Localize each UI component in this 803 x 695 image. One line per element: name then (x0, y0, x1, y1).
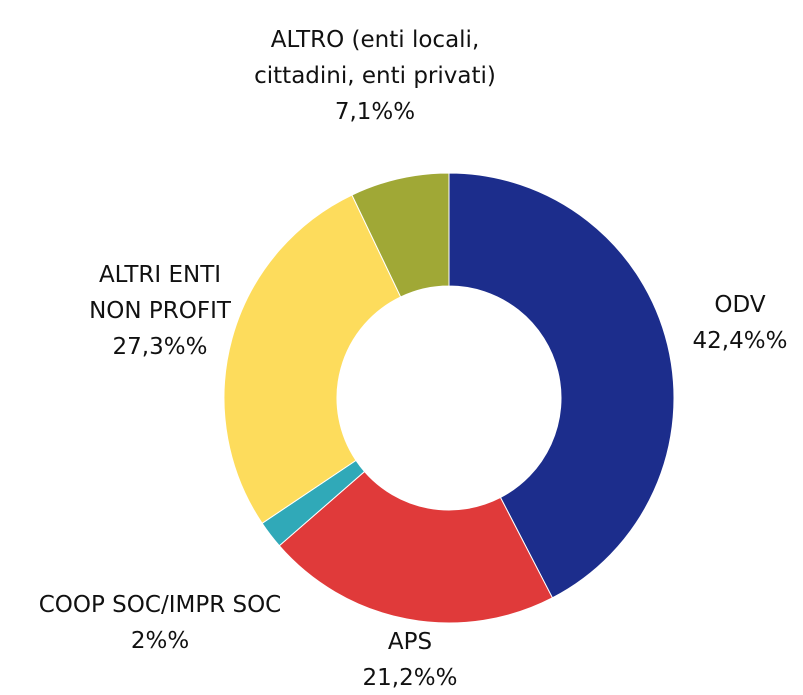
category-label: ALTRO (enti locali, cittadini, enti priv… (254, 27, 496, 89)
slice-label: COOP SOC/IMPR SOC 2%% (0, 587, 320, 659)
value-label: 27,3%% (112, 334, 208, 360)
slice-label: ODV 42,4%% (680, 287, 800, 359)
donut-slice (351, 172, 450, 298)
category-label: COOP SOC/IMPR SOC (38, 592, 282, 618)
value-label: 21,2%% (362, 665, 458, 691)
donut-slice (448, 172, 675, 599)
slice-label: ALTRO (enti locali, cittadini, enti priv… (245, 22, 505, 130)
donut-slice (278, 470, 554, 624)
value-label: 2%% (130, 628, 190, 654)
slice-label: ALTRI ENTI NON PROFIT 27,3%% (80, 257, 240, 365)
donut-slice (223, 194, 402, 524)
value-label: 7,1%% (334, 99, 416, 125)
category-label: APS (387, 629, 433, 655)
slice-label: APS 21,2%% (310, 624, 510, 695)
category-label: ALTRI ENTI NON PROFIT (89, 262, 231, 324)
value-label: 42,4%% (692, 328, 788, 354)
category-label: ODV (714, 292, 766, 318)
